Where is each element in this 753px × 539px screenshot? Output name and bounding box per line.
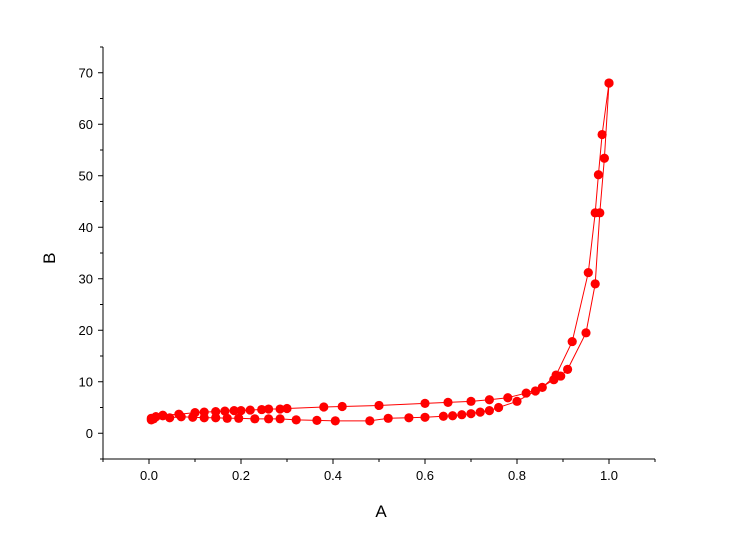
y-axis-title: B	[40, 252, 59, 263]
x-tick-label: 0.0	[140, 468, 158, 483]
y-tick-label: 40	[79, 220, 93, 235]
y-tick-label: 0	[86, 426, 93, 441]
data-point	[530, 386, 541, 396]
data-point	[199, 407, 209, 417]
data-point	[282, 403, 292, 414]
data-point	[503, 393, 513, 403]
data-point	[383, 413, 393, 423]
data-point	[593, 170, 604, 180]
data-point	[330, 416, 340, 426]
data-point	[567, 336, 577, 347]
data-point	[448, 411, 458, 421]
x-tick-label: 0.4	[324, 468, 342, 483]
data-point	[484, 395, 494, 405]
x-axis-ticks: 0.0 0.2 0.4 0.6 0.8 1.0	[102, 459, 656, 483]
series-line-1	[151, 83, 610, 422]
data-point	[597, 129, 607, 140]
data-point	[312, 415, 322, 425]
data-point	[220, 406, 230, 416]
data-point	[466, 409, 476, 419]
data-point	[563, 364, 573, 374]
data-point	[404, 413, 414, 423]
data-point	[457, 410, 467, 420]
y-tick-label: 70	[79, 65, 93, 80]
data-point	[250, 414, 260, 424]
data-point	[337, 401, 347, 412]
series-layer	[146, 78, 614, 426]
x-tick-label: 0.6	[416, 468, 434, 483]
data-point	[264, 404, 274, 414]
data-point	[475, 407, 485, 417]
data-point	[222, 413, 232, 423]
data-point	[291, 415, 301, 425]
data-point	[211, 407, 221, 417]
data-point	[537, 382, 547, 393]
data-point	[365, 416, 375, 426]
data-point	[234, 413, 244, 423]
data-point	[165, 413, 175, 423]
data-point	[521, 388, 531, 398]
data-point	[245, 405, 255, 415]
data-point	[229, 405, 239, 416]
data-point	[604, 78, 614, 88]
data-point	[319, 402, 329, 412]
plot-frame	[102, 47, 655, 460]
y-tick-label: 30	[79, 271, 93, 286]
data-point	[551, 370, 561, 380]
series-line-2	[151, 82, 610, 419]
data-point	[581, 328, 591, 338]
y-tick-label: 20	[79, 323, 93, 338]
data-point	[174, 409, 184, 419]
data-point	[438, 411, 448, 421]
y-tick-label: 50	[79, 168, 93, 183]
x-axis-title: A	[375, 502, 387, 521]
data-point	[466, 396, 476, 406]
data-point	[236, 405, 246, 416]
data-point	[494, 402, 504, 413]
data-point	[374, 400, 384, 411]
data-point	[599, 153, 610, 163]
data-point	[190, 408, 200, 418]
data-point	[583, 267, 593, 278]
data-point	[264, 414, 274, 424]
data-point	[275, 414, 285, 424]
y-tick-label: 60	[79, 117, 93, 132]
data-point	[257, 404, 267, 415]
data-point	[420, 412, 430, 422]
x-tick-label: 0.2	[232, 468, 250, 483]
data-point	[275, 404, 285, 414]
data-point	[420, 398, 430, 408]
y-axis-ticks: 0 10 20 30 40 50 60 70	[79, 46, 103, 460]
data-point	[590, 208, 600, 218]
y-tick-label: 10	[79, 374, 93, 389]
data-point	[590, 279, 600, 289]
data-point	[512, 396, 522, 406]
x-tick-label: 1.0	[600, 468, 618, 483]
data-point	[484, 405, 494, 416]
data-point	[158, 410, 168, 420]
data-point	[443, 397, 453, 407]
data-point	[146, 413, 156, 423]
x-tick-label: 0.8	[508, 468, 526, 483]
